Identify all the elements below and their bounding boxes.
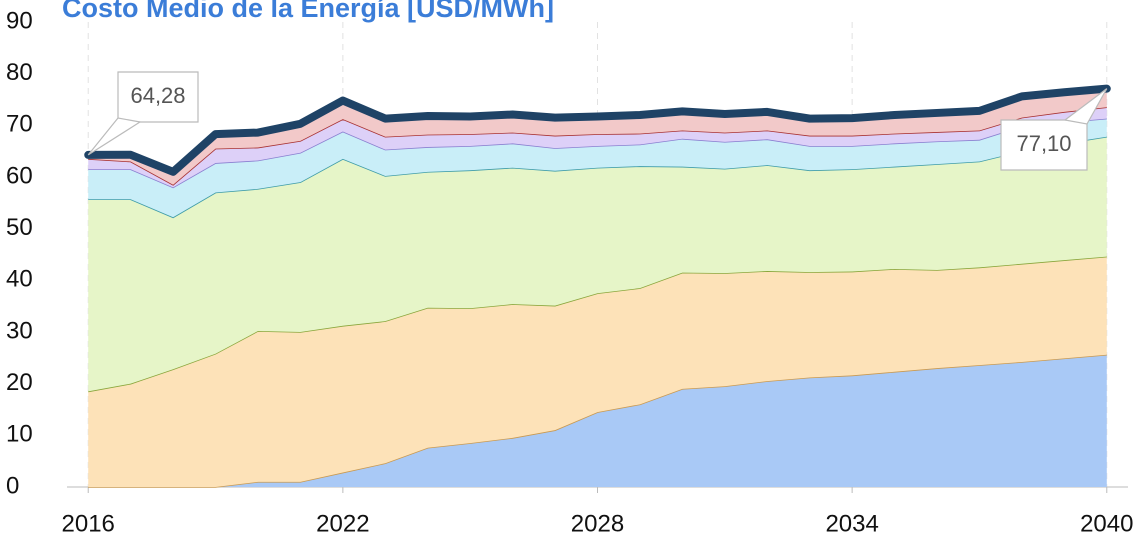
area [88, 354, 1107, 487]
y-tick-label: 90 [6, 7, 33, 34]
y-tick-label: 40 [6, 266, 33, 293]
callout-pointer [87, 117, 142, 156]
annotation: 64,28 [130, 83, 185, 108]
annotation: 77,10 [1016, 131, 1071, 156]
x-tick-label: 2016 [62, 510, 115, 537]
y-tick-label: 20 [6, 369, 33, 396]
x-tick-label: 2040 [1080, 510, 1133, 537]
area [88, 88, 1107, 185]
y-tick-label: 10 [6, 421, 33, 448]
total-line [84, 84, 1111, 176]
chart-title: Costo Medio de la Energía [USD/MWh] [62, 0, 554, 23]
y-tick-label: 50 [6, 214, 33, 241]
y-tick-label: 30 [6, 317, 33, 344]
area [88, 136, 1107, 392]
x-tick-label: 2022 [316, 510, 369, 537]
area [88, 118, 1107, 218]
area [88, 107, 1107, 188]
y-tick-label: 80 [6, 59, 33, 86]
y-tick-label: 70 [6, 111, 33, 138]
area [88, 256, 1107, 487]
x-tick-label: 2028 [571, 510, 624, 537]
callout [117, 71, 199, 123]
x-tick-label: 2034 [825, 510, 878, 537]
callout [1000, 119, 1088, 171]
callout-pointer [1063, 88, 1108, 125]
y-tick-label: 0 [6, 472, 19, 499]
y-tick-label: 60 [6, 162, 33, 189]
